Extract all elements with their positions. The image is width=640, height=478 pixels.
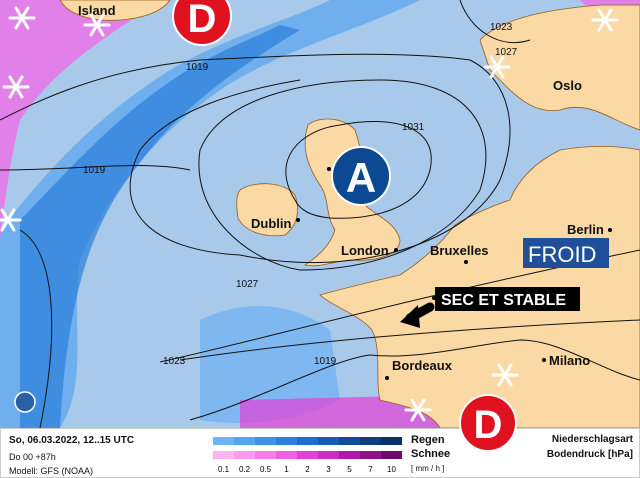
color-swatch [339, 451, 360, 459]
svg-text:1027: 1027 [495, 47, 518, 58]
scale-tick: 1 [284, 465, 289, 474]
color-swatch [234, 437, 255, 445]
rain-band-core [20, 25, 300, 428]
city-label: Oslo [553, 78, 582, 93]
cold-annotation: FROID [528, 242, 596, 267]
color-swatch [255, 451, 276, 459]
rain-label: Regen [411, 434, 445, 446]
color-swatch [381, 437, 402, 445]
svg-text:1023: 1023 [163, 356, 186, 367]
color-swatch [318, 451, 339, 459]
rain-area [200, 306, 340, 424]
snow-area [0, 0, 160, 240]
city-label: Bruxelles [430, 243, 489, 258]
svg-text:1031: 1031 [402, 122, 425, 133]
rain-color-scale [213, 437, 402, 445]
high-pressure-marker: A [331, 146, 391, 206]
arrow-head-icon [400, 305, 420, 328]
unit-label: [ mm / h ] [411, 464, 445, 473]
scale-tick: 7 [368, 465, 373, 474]
color-swatch [381, 451, 402, 459]
city-label: Dublin [251, 216, 291, 231]
color-swatch [297, 437, 318, 445]
pressure-labels: 1019 1019 1023 1027 1031 1023 1027 1019 [83, 22, 518, 367]
svg-text:1019: 1019 [314, 356, 337, 367]
dry-banner [435, 287, 580, 311]
color-swatch [234, 451, 255, 459]
isobars [0, 0, 640, 428]
model-label: Modell: GFS (NOAA) [9, 466, 94, 476]
legend: So, 06.03.2022, 12..15 UTC Do 00 +87h Mo… [0, 428, 640, 478]
color-swatch [297, 451, 318, 459]
color-swatch [276, 451, 297, 459]
scale-ticks: 0.1 0.2 0.5 1 2 3 5 7 10 [213, 465, 402, 474]
low-pressure-marker: D [172, 0, 232, 46]
city-label: Bordeaux [392, 358, 453, 373]
color-swatch [360, 451, 381, 459]
city-label: London [341, 243, 389, 258]
scale-tick: 2 [305, 465, 310, 474]
color-swatch [213, 437, 234, 445]
city-label: Berlin [567, 222, 604, 237]
color-swatch [318, 437, 339, 445]
globe-icon[interactable] [14, 391, 36, 413]
low-pressure-marker: D [459, 394, 517, 452]
date-label: So, 06.03.2022, 12..15 UTC [9, 435, 135, 446]
cold-banner [523, 238, 609, 268]
snow-color-scale [213, 451, 402, 459]
svg-text:1019: 1019 [83, 165, 106, 176]
scale-tick: 0.1 [217, 465, 230, 474]
run-label: Do 00 +87h [9, 452, 56, 462]
svg-text:1027: 1027 [236, 279, 259, 290]
dry-annotation: SEC ET STABLE [441, 292, 566, 309]
precip-type-label: Niederschlagsart [551, 434, 633, 445]
color-swatch [213, 451, 234, 459]
scale-tick: 10 [387, 465, 396, 474]
svg-text:D: D [474, 403, 503, 447]
svg-text:A: A [346, 154, 376, 201]
svg-text:1023: 1023 [490, 22, 513, 33]
city-label: Milano [549, 353, 590, 368]
pressure-label: Bodendruck [hPa] [546, 449, 633, 460]
color-swatch [276, 437, 297, 445]
svg-text:1019: 1019 [186, 62, 209, 73]
weather-map: 1019 1019 1023 1027 1031 1023 1027 1019 … [0, 0, 640, 428]
city-label: Island [78, 3, 116, 18]
color-swatch [360, 437, 381, 445]
color-swatch [255, 437, 276, 445]
scale-tick: 0.2 [238, 465, 251, 474]
color-swatch [339, 437, 360, 445]
scale-tick: 3 [326, 465, 331, 474]
scale-tick: 0.5 [259, 465, 272, 474]
snowflake-icons [0, 6, 619, 422]
svg-text:D: D [188, 0, 217, 41]
snow-label: Schnee [411, 448, 451, 460]
scale-tick: 5 [347, 465, 352, 474]
